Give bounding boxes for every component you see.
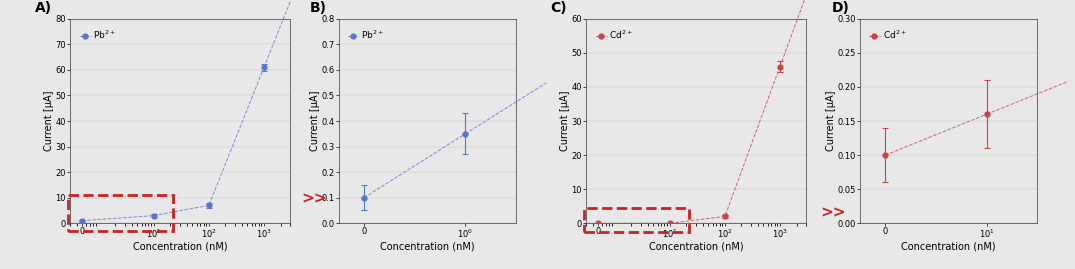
Legend: Pb$^{2+}$: Pb$^{2+}$ <box>346 27 385 42</box>
X-axis label: Concentration (nM): Concentration (nM) <box>901 241 997 251</box>
Text: A): A) <box>34 1 52 15</box>
Y-axis label: Current [μA]: Current [μA] <box>560 91 570 151</box>
Text: D): D) <box>832 1 849 15</box>
X-axis label: Concentration (nM): Concentration (nM) <box>132 241 228 251</box>
Y-axis label: Current [μA]: Current [μA] <box>826 91 836 151</box>
Text: B): B) <box>311 1 327 15</box>
X-axis label: Concentration (nM): Concentration (nM) <box>648 241 744 251</box>
Text: >>: >> <box>820 206 846 221</box>
Legend: Pb$^{2+}$: Pb$^{2+}$ <box>78 27 117 42</box>
Text: C): C) <box>550 1 568 15</box>
Bar <box>68 195 173 231</box>
Bar <box>584 208 689 232</box>
X-axis label: Concentration (nM): Concentration (nM) <box>379 241 475 251</box>
Y-axis label: Current [μA]: Current [μA] <box>44 91 54 151</box>
Text: >>: >> <box>302 191 327 206</box>
Legend: Cd$^{2+}$: Cd$^{2+}$ <box>868 27 907 42</box>
Y-axis label: Current [μA]: Current [μA] <box>310 91 320 151</box>
Legend: Cd$^{2+}$: Cd$^{2+}$ <box>594 27 634 42</box>
